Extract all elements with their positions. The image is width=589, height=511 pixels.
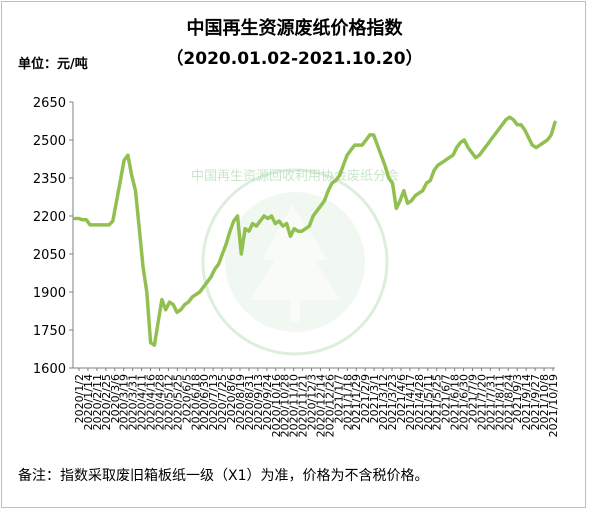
x-tick-label: 2020/9/13 — [252, 374, 265, 430]
x-tick-label: 2020/5/12 — [162, 374, 175, 430]
y-tick-label: 2350 — [33, 172, 66, 187]
x-tick-label: 2021/6/18 — [449, 374, 462, 430]
axes — [72, 102, 555, 369]
x-tick-label: 2021/4/28 — [413, 374, 426, 430]
y-axis-ticks: 1600 1750 1900 2050 2200 2350 2500 2650 — [33, 96, 73, 377]
x-tick-label: 2020/11/21 — [297, 374, 310, 437]
x-tick-label: 2021/8/11 — [493, 374, 506, 430]
x-tick-label: 2021/7/31 — [484, 374, 497, 430]
x-tick-label: 2020/12/26 — [323, 374, 336, 437]
x-tick-label: 2020/2/25 — [100, 374, 113, 430]
x-tick-label: 2021/3/1 — [368, 374, 381, 423]
x-tick-label: 2020/12/14 — [314, 374, 327, 437]
x-tick-label: 2021/9/3 — [511, 374, 524, 423]
x-tick-label: 2020/3/6 — [109, 374, 122, 423]
x-tick-label: 2021/5/11 — [422, 374, 435, 430]
x-tick-label: 2021/10/19 — [547, 374, 560, 437]
x-tick-label: 2021/8/24 — [502, 374, 515, 430]
x-tick-label: 2020/5/25 — [171, 374, 184, 430]
x-tick-label: 2021/5/25 — [431, 374, 444, 430]
x-tick-label: 2021/7/20 — [475, 374, 488, 430]
x-tick-label: 2021/10/8 — [538, 374, 551, 430]
x-tick-label: 2021/6/7 — [440, 374, 453, 423]
x-tick-label: 2020/6/5 — [180, 374, 193, 423]
x-tick-label: 2020/3/19 — [118, 374, 131, 430]
x-tick-label: 2020/3/31 — [127, 374, 140, 430]
x-tick-label: 2020/10/16 — [270, 374, 283, 437]
x-axis-ticks: 2020/1/22020/1/142020/2/112020/2/252020/… — [73, 368, 560, 437]
x-tick-label: 2020/4/28 — [153, 374, 166, 430]
series-line — [73, 115, 557, 347]
y-tick-label: 2050 — [33, 248, 66, 263]
x-tick-label: 2020/9/24 — [261, 374, 274, 430]
x-tick-label: 2020/4/11 — [136, 374, 149, 430]
x-tick-label: 2020/6/18 — [189, 374, 202, 430]
x-tick-label: 2021/4/17 — [404, 374, 417, 430]
x-tick-label: 2020/8/19 — [234, 374, 247, 430]
x-tick-label: 2021/1/7 — [332, 374, 345, 423]
x-tick-label: 2020/7/25 — [216, 374, 229, 430]
x-tick-label: 2021/3/12 — [377, 374, 390, 430]
x-tick-label: 2020/11/10 — [288, 374, 301, 437]
x-tick-label: 2020/1/2 — [73, 374, 86, 423]
x-tick-label: 2020/8/31 — [243, 374, 256, 430]
x-tick-label: 2020/10/28 — [279, 374, 292, 437]
x-tick-label: 2020/6/30 — [198, 374, 211, 430]
y-tick-label: 1900 — [33, 286, 66, 301]
chart-subtitle: （2020.01.02-2021.10.20） — [166, 49, 423, 69]
x-tick-label: 2020/1/14 — [82, 374, 95, 430]
x-tick-label: 2020/8/6 — [225, 374, 238, 423]
x-tick-label: 2020/12/3 — [306, 374, 319, 430]
footnote: 备注：指数采取废旧箱板纸一级（X1）为准，价格为不含税价格。 — [18, 468, 429, 484]
x-tick-label: 2020/4/16 — [145, 374, 158, 430]
x-tick-label: 2021/9/14 — [520, 374, 533, 430]
watermark-logo — [201, 168, 389, 356]
y-tick-label: 1750 — [33, 324, 66, 339]
x-tick-label: 2020/2/11 — [91, 374, 104, 430]
x-tick-label: 2021/1/18 — [341, 374, 354, 430]
series-group — [73, 115, 557, 347]
x-tick-label: 2021/6/30 — [458, 374, 471, 430]
chart-title: 中国再生资源废纸价格指数 — [186, 18, 403, 39]
y-tick-label: 1600 — [33, 362, 66, 377]
x-tick-label: 2021/2/9 — [359, 374, 372, 423]
x-tick-label: 2021/4/6 — [395, 374, 408, 423]
x-tick-label: 2021/7/9 — [467, 374, 480, 423]
watermark-text: 中国再生资源回收利用协会废纸分会 — [191, 168, 399, 184]
y-tick-label: 2650 — [33, 96, 66, 111]
x-tick-label: 2020/7/13 — [207, 374, 220, 430]
y-tick-label: 2500 — [33, 134, 66, 149]
y-tick-label: 2200 — [33, 210, 66, 225]
x-tick-label: 2021/1/29 — [350, 374, 363, 430]
unit-label: 单位：元/吨 — [18, 57, 88, 72]
x-tick-label: 2021/3/23 — [386, 374, 399, 430]
x-tick-label: 2021/9/27 — [529, 374, 542, 430]
